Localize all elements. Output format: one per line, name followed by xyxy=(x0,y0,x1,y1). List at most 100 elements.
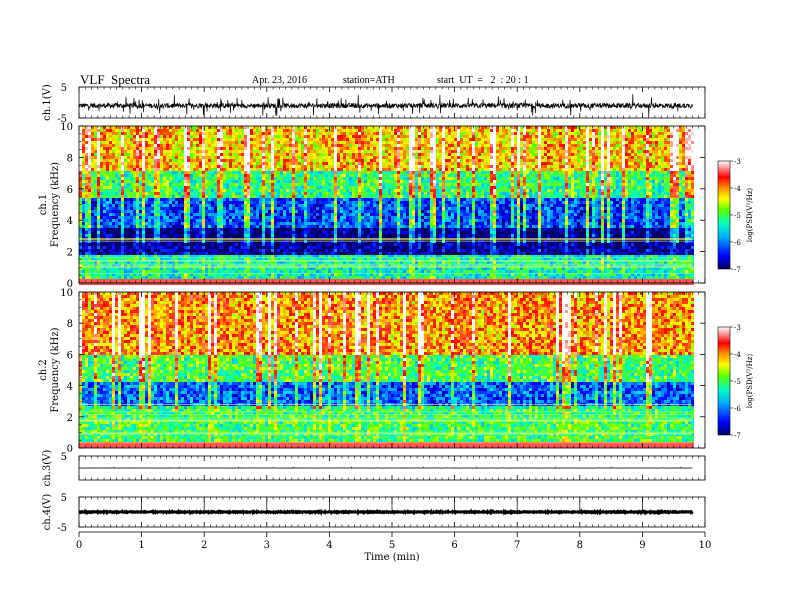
ch1_spectrogram-cell xyxy=(247,180,250,183)
ch1_spectrogram-cell xyxy=(274,159,277,162)
ch1_spectrogram-cell xyxy=(307,258,310,261)
ch1_spectrogram-cell xyxy=(175,144,178,147)
ch1_spectrogram-cell xyxy=(202,252,205,255)
ch1_spectrogram-cell xyxy=(79,150,82,153)
ch1_spectrogram-cell xyxy=(241,252,244,255)
ch1_spectrogram-cell xyxy=(136,252,139,255)
ch1_spectrogram-cell xyxy=(85,270,88,273)
ch1_spectrogram-cell xyxy=(127,279,130,282)
ch1_spectrogram-cell xyxy=(154,255,157,258)
ch1_spectrogram-cell xyxy=(103,279,106,282)
ch1_spectrogram-cell xyxy=(223,270,226,273)
ch1_spectrogram-cell xyxy=(271,138,274,141)
ch1_spectrogram-cell xyxy=(340,159,343,162)
ch1_spectrogram-cell xyxy=(133,267,136,270)
ch1_spectrogram-cell xyxy=(253,219,256,222)
ch1_spectrogram-cell xyxy=(196,234,199,237)
ch1_spectrogram-cell xyxy=(151,213,154,216)
ch1_spectrogram-cell xyxy=(235,258,238,261)
ch1_spectrogram-cell xyxy=(172,282,175,285)
ch1_spectrogram-cell xyxy=(304,225,307,228)
ch1_spectrogram-cell xyxy=(286,150,289,153)
ch1_spectrogram-cell xyxy=(304,216,307,219)
ch1_spectrogram-cell xyxy=(310,249,313,252)
ch1_spectrogram-cell xyxy=(208,255,211,258)
ch1_spectrogram-cell xyxy=(232,267,235,270)
ch1_spectrogram-cell xyxy=(190,144,193,147)
ch1_spectrogram-cell xyxy=(280,282,283,285)
ch1_spectrogram-cell xyxy=(331,198,334,201)
ch1_spectrogram-cell xyxy=(328,135,331,138)
ch1_spectrogram-cell xyxy=(100,219,103,222)
ch1_spectrogram-cell xyxy=(214,222,217,225)
ch1_spectrogram-cell xyxy=(340,162,343,165)
ch1_spectrogram-cell xyxy=(310,183,313,186)
ch1_spectrogram-cell xyxy=(277,129,280,132)
ch1_spectrogram-cell xyxy=(136,129,139,132)
ch1_spectrogram-cell xyxy=(193,159,196,162)
ch1_spectrogram-cell xyxy=(163,264,166,267)
ch1_spectrogram-cell xyxy=(259,267,262,270)
ch1_spectrogram-cell xyxy=(139,138,142,141)
ch1_spectrogram-cell xyxy=(133,201,136,204)
ch1_spectrogram-cell xyxy=(181,168,184,171)
ch1_spectrogram-cell xyxy=(295,267,298,270)
ch1_spectrogram-cell xyxy=(298,132,301,135)
ch1_spectrogram-cell xyxy=(211,234,214,237)
ch1_spectrogram-cell xyxy=(88,216,91,219)
ch1_spectrogram-cell xyxy=(313,192,316,195)
ch1_spectrogram-cell xyxy=(94,195,97,198)
ch1_spectrogram-cell xyxy=(94,222,97,225)
ch1_spectrogram-cell xyxy=(238,171,241,174)
ch1_spectrogram-cell xyxy=(262,219,265,222)
ch1_spectrogram-cell xyxy=(253,129,256,132)
ch1_spectrogram-cell xyxy=(160,273,163,276)
ch1_spectrogram-cell xyxy=(220,270,223,273)
ch1_spectrogram-cell xyxy=(187,279,190,282)
ch1_spectrogram-cell xyxy=(136,195,139,198)
ch1_spectrogram-cell xyxy=(133,249,136,252)
ch1_spectrogram-cell xyxy=(199,150,202,153)
ch1_spectrogram-cell xyxy=(334,252,337,255)
ch1_spectrogram-cell xyxy=(307,168,310,171)
ch1_spectrogram-cell xyxy=(346,243,349,246)
ch1_spectrogram-cell xyxy=(325,252,328,255)
ch1_spectrogram-cell xyxy=(184,180,187,183)
ch1_spectrogram-cell xyxy=(85,183,88,186)
ch1_spectrogram-cell xyxy=(301,141,304,144)
ch1_spectrogram-cell xyxy=(85,282,88,285)
ch1_spectrogram-cell xyxy=(229,252,232,255)
ch1_spectrogram-cell xyxy=(154,156,157,159)
ch1_spectrogram-cell xyxy=(202,141,205,144)
ch1_spectrogram-cell xyxy=(100,186,103,189)
ch1_spectrogram-cell xyxy=(109,147,112,150)
ch1_spectrogram-cell xyxy=(274,258,277,261)
ch1_spectrogram-cell xyxy=(334,234,337,237)
ch1_spectrogram-cell xyxy=(262,165,265,168)
ch1_spectrogram-cell xyxy=(241,189,244,192)
ch1_spectrogram-cell xyxy=(265,177,268,180)
ch1_spectrogram-cell xyxy=(91,267,94,270)
ch1_spectrogram-cell xyxy=(124,225,127,228)
ch1_spectrogram-cell xyxy=(262,261,265,264)
ch1_spectrogram-cell xyxy=(316,159,319,162)
ch1_spectrogram-cell xyxy=(166,219,169,222)
ch1_spectrogram-cell xyxy=(208,138,211,141)
ch1_spectrogram-cell xyxy=(160,255,163,258)
ch1_spectrogram-cell xyxy=(325,192,328,195)
ch1_spectrogram-cell xyxy=(145,282,148,285)
ch1_spectrogram-cell xyxy=(175,174,178,177)
ch1_spectrogram-cell xyxy=(325,147,328,150)
ch1_spectrogram-cell xyxy=(343,129,346,132)
ch1_spectrogram-cell xyxy=(139,264,142,267)
ch1_spectrogram-cell xyxy=(142,183,145,186)
ch1_spectrogram-cell xyxy=(259,195,262,198)
ch1_spectrogram-cell xyxy=(256,273,259,276)
ch1_spectrogram-cell xyxy=(268,189,271,192)
ch1_spectrogram-cell xyxy=(151,144,154,147)
ch1_spectrogram-cell xyxy=(316,147,319,150)
ch1_spectrogram-cell xyxy=(166,225,169,228)
ch1_spectrogram-cell xyxy=(265,201,268,204)
ch1_spectrogram-cell xyxy=(193,207,196,210)
ch1_spectrogram-cell xyxy=(142,186,145,189)
